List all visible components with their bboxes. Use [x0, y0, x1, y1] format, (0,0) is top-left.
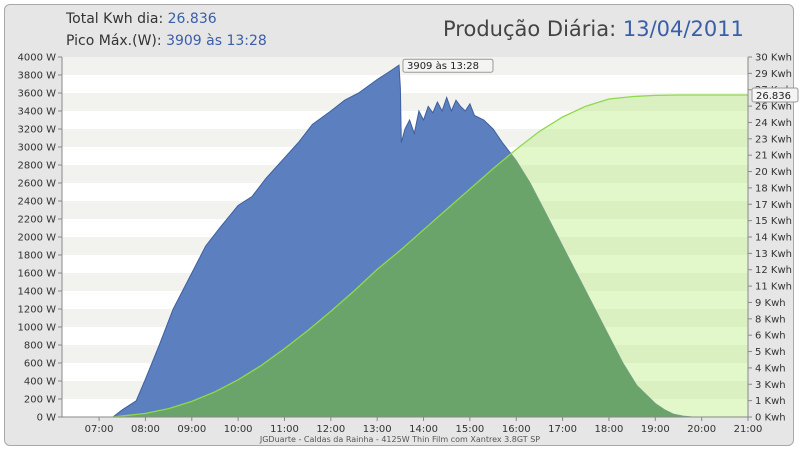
y-right-tick-label: 17 Kwh [755, 200, 792, 211]
y-right-tick-label: 29 Kwh [755, 69, 792, 80]
y-left-tick-label: 3600 W [17, 89, 56, 100]
y-left-tick-label: 4000 W [17, 53, 56, 64]
y-right-tick-label: 3 Kwh [755, 380, 786, 391]
series-energy-line [112, 94, 748, 417]
x-tick-label: 19:00 [641, 424, 670, 435]
y-right-tick-label: 21 Kwh [755, 151, 792, 162]
y-right-tick-label: 11 Kwh [755, 282, 792, 293]
peak-annotation-label: 3909 às 13:28 [407, 60, 479, 72]
x-tick-label: 20:00 [687, 424, 716, 435]
y-left-tick-label: 600 W [24, 359, 56, 370]
y-left-tick-label: 1400 W [17, 287, 56, 298]
title-label: Produção Diária: [443, 17, 617, 41]
x-tick-label: 17:00 [548, 424, 577, 435]
chart-title: Produção Diária: 13/04/2011 [443, 17, 744, 41]
peak-annotation-box [402, 58, 494, 73]
y-right-tick-label: 5 Kwh [755, 347, 786, 358]
y-right-tick-label: 23 Kwh [755, 134, 792, 145]
y-right-tick-label: 1 Kwh [755, 396, 786, 407]
y-left-tick-label: 2200 W [17, 215, 56, 226]
x-tick-label: 21:00 [734, 424, 763, 435]
series-power-line [112, 64, 693, 417]
x-tick-label: 15:00 [455, 424, 484, 435]
y-right-tick-label: 0 Kwh [755, 413, 786, 424]
y-right-tick-label: 18 Kwh [755, 183, 792, 194]
x-tick-label: 13:00 [363, 424, 392, 435]
x-tick-label: 10:00 [224, 424, 253, 435]
total-annotation-label: 26.836 [756, 91, 791, 102]
y-left-tick-label: 3000 W [17, 143, 56, 154]
y-right-tick-label: 8 Kwh [755, 314, 786, 325]
y-left-tick-label: 1000 W [17, 323, 56, 334]
peak-value: 3909 às 13:28 [166, 33, 267, 49]
y-right-tick-label: 13 Kwh [755, 249, 792, 260]
peak-label: Pico Máx.(W): [66, 33, 162, 49]
y-left-tick-label: 200 W [24, 395, 56, 406]
y-right-tick-label: 20 Kwh [755, 167, 792, 178]
x-tick-label: 14:00 [409, 424, 438, 435]
total-kwh-label: Total Kwh dia: [66, 11, 164, 27]
x-tick-label: 18:00 [595, 424, 624, 435]
y-right-tick-label: 9 Kwh [755, 298, 786, 309]
x-tick-label: 07:00 [85, 424, 114, 435]
y-right-tick-label: 24 Kwh [755, 118, 792, 129]
y-left-tick-label: 0 W [37, 413, 57, 424]
y-left-tick-label: 2400 W [17, 197, 56, 208]
y-left-tick-label: 2800 W [17, 161, 56, 172]
y-left-tick-label: 1200 W [17, 305, 56, 316]
y-right-tick-label: 12 Kwh [755, 265, 792, 276]
y-left-tick-label: 3200 W [17, 125, 56, 136]
y-left-tick-label: 1600 W [17, 269, 56, 280]
title-date: 13/04/2011 [622, 17, 744, 41]
x-tick-label: 16:00 [502, 424, 531, 435]
x-tick-label: 09:00 [177, 424, 206, 435]
footer-text: JGDuarte - Caldas da Rainha - 4125W Thin… [259, 435, 541, 444]
y-right-tick-label: 6 Kwh [755, 331, 786, 342]
y-left-tick-label: 3800 W [17, 71, 56, 82]
series-group [112, 64, 748, 417]
x-tick-label: 12:00 [316, 424, 345, 435]
y-right-tick-label: 15 Kwh [755, 216, 792, 227]
y-left-tick-label: 2000 W [17, 233, 56, 244]
y-right-tick-label: 14 Kwh [755, 233, 792, 244]
y-left-tick-label: 2600 W [17, 179, 56, 190]
y-right-tick-label: 4 Kwh [755, 363, 786, 374]
total-kwh-row: Total Kwh dia: 26.836 [66, 11, 217, 27]
y-left-tick-label: 800 W [24, 341, 56, 352]
y-left-tick-label: 1800 W [17, 251, 56, 262]
x-tick-label: 08:00 [131, 424, 160, 435]
total-kwh-value: 26.836 [167, 11, 217, 27]
y-right-tick-label: 26 Kwh [755, 102, 792, 113]
y-left-tick-label: 3400 W [17, 107, 56, 118]
grid-band [62, 93, 748, 111]
y-left-tick-label: 400 W [24, 377, 56, 388]
y-right-tick-label: 30 Kwh [755, 53, 792, 64]
total-annotation-box [751, 87, 799, 103]
peak-row: Pico Máx.(W): 3909 às 13:28 [66, 33, 267, 49]
x-tick-label: 11:00 [270, 424, 299, 435]
